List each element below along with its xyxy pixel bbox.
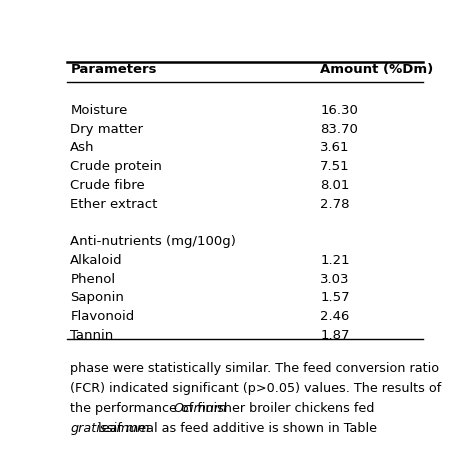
Text: Ocimum: Ocimum [174,402,227,415]
Text: 1.57: 1.57 [320,291,350,304]
Text: 2.78: 2.78 [320,198,349,211]
Text: Flavonoid: Flavonoid [70,310,135,323]
Text: 3.03: 3.03 [320,272,349,285]
Text: Saponin: Saponin [70,291,124,304]
Text: Parameters: Parameters [70,64,157,77]
Text: Crude protein: Crude protein [70,160,162,173]
Text: 1.21: 1.21 [320,254,350,267]
Text: Crude fibre: Crude fibre [70,179,145,192]
Text: Anti-nutrients (mg/100g): Anti-nutrients (mg/100g) [70,235,236,248]
Text: 8.01: 8.01 [320,179,349,192]
Text: 16.30: 16.30 [320,104,358,117]
Text: 1.87: 1.87 [320,329,349,342]
Text: Phenol: Phenol [70,272,115,285]
Text: 7.51: 7.51 [320,160,350,173]
Text: the performance of finisher broiler chickens fed: the performance of finisher broiler chic… [70,402,379,415]
Text: phase were statistically similar. The feed conversion ratio: phase were statistically similar. The fe… [70,362,439,375]
Text: Ash: Ash [70,141,95,154]
Text: (FCR) indicated significant (p>0.05) values. The results of: (FCR) indicated significant (p>0.05) val… [70,382,441,395]
Text: leaf meal as feed additive is shown in Table: leaf meal as feed additive is shown in T… [93,422,376,435]
Text: Tannin: Tannin [70,329,113,342]
Text: Alkaloid: Alkaloid [70,254,123,267]
Text: 83.70: 83.70 [320,123,358,136]
Text: Amount (%Dm): Amount (%Dm) [320,64,433,77]
Text: Moisture: Moisture [70,104,128,117]
Text: gratissimum: gratissimum [70,422,150,435]
Text: 3.61: 3.61 [320,141,349,154]
Text: Ether extract: Ether extract [70,198,158,211]
Text: 2.46: 2.46 [320,310,349,323]
Text: Dry matter: Dry matter [70,123,143,136]
